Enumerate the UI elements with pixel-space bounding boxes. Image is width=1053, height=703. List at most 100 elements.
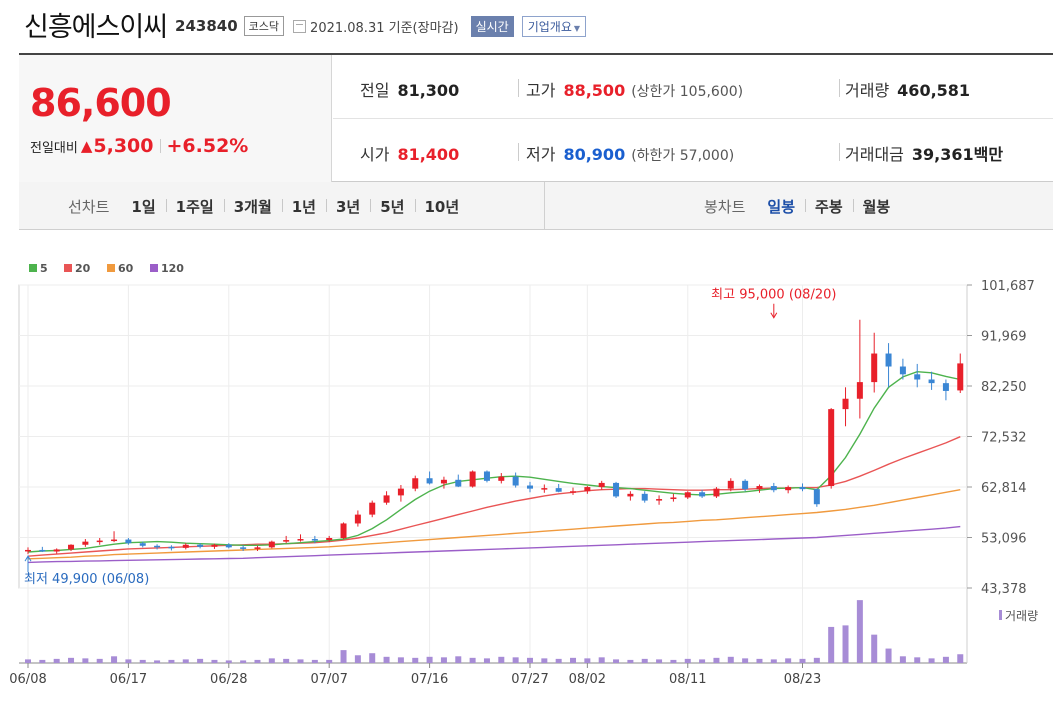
- x-tick-label: 08/11: [669, 672, 706, 687]
- volume-bar: [656, 659, 663, 663]
- company-overview-dropdown[interactable]: 기업개요 ▼: [521, 15, 587, 37]
- prev-close: 전일 81,300: [360, 81, 460, 100]
- tab-1year[interactable]: 1년: [281, 196, 326, 217]
- trade-amount: 거래대금 39,361 백만: [845, 145, 1004, 164]
- candle-body: [885, 353, 892, 367]
- candle-body: [268, 541, 275, 548]
- tab-3year[interactable]: 3년: [326, 196, 370, 217]
- market-badge: 코스닥: [243, 16, 285, 36]
- candle: [727, 478, 734, 492]
- candle: [254, 545, 261, 551]
- candle: [584, 486, 591, 494]
- change-label: 전일대비: [30, 140, 78, 156]
- volume-bar: [512, 657, 519, 663]
- change-value: 5,300: [93, 135, 154, 157]
- candle: [154, 544, 161, 550]
- volume-bar: [914, 657, 921, 663]
- stock-header: 신흥에스이씨 243840 코스닥 2021.08.31 기준(장마감) 실시간…: [24, 6, 587, 43]
- ma5-line: [27, 370, 961, 553]
- candle: [799, 483, 806, 492]
- volume-bar: [756, 658, 763, 663]
- volume-bar: [613, 659, 620, 663]
- candle-body: [727, 480, 734, 489]
- candle-body: [440, 479, 447, 484]
- candle-body: [397, 488, 404, 496]
- ma60-line: [27, 489, 961, 560]
- candle-body: [369, 502, 376, 515]
- candle: [211, 543, 218, 549]
- candle: [842, 387, 849, 427]
- stock-code: 243840: [175, 17, 238, 35]
- tab-10year[interactable]: 10년: [414, 196, 470, 217]
- volume-bar: [383, 656, 390, 663]
- candle: [369, 500, 376, 518]
- candle-body: [813, 489, 820, 505]
- low-price: 저가 80,900 (하한가 57,000): [526, 145, 735, 164]
- candle: [899, 358, 906, 380]
- volume-bar: [483, 658, 490, 663]
- tab-3month[interactable]: 3개월: [223, 196, 282, 217]
- candle: [469, 470, 476, 488]
- candle-body: [526, 485, 533, 489]
- volume-bar: [168, 659, 175, 663]
- candle-body: [670, 497, 677, 500]
- candle-body: [125, 539, 132, 544]
- volume-bar: [68, 657, 75, 663]
- tab-weekly[interactable]: 주봉: [805, 196, 853, 217]
- candle: [96, 537, 103, 545]
- volume-legend-label: 거래량: [1005, 609, 1038, 623]
- candle-body: [942, 383, 949, 391]
- volume-bar: [326, 659, 333, 663]
- x-tick-label: 07/07: [310, 672, 347, 687]
- up-arrow-icon: ▲: [80, 137, 93, 155]
- candle: [742, 479, 749, 492]
- candle-body: [111, 539, 118, 542]
- volume-bar: [39, 659, 46, 663]
- candle-body: [25, 549, 31, 552]
- candle-body: [842, 398, 849, 410]
- legend-swatch: [29, 264, 37, 272]
- change-percent: +6.52%: [166, 135, 249, 157]
- volume-bar: [942, 656, 949, 663]
- volume-bar: [397, 657, 404, 663]
- volume-bar: [627, 659, 634, 663]
- x-tick-label: 06/08: [9, 672, 46, 687]
- quote-date: 2021.08.31 기준(장마감): [310, 20, 459, 36]
- candle-body: [225, 544, 232, 548]
- candle: [699, 489, 706, 498]
- tab-1day[interactable]: 1일: [131, 198, 156, 216]
- candle-body: [455, 479, 462, 487]
- volume-bar: [139, 659, 146, 663]
- candle: [942, 379, 949, 401]
- volume-bar: [828, 626, 835, 663]
- open-price: 시가 81,400: [360, 145, 460, 164]
- tab-daily[interactable]: 일봉: [767, 198, 796, 216]
- y-tick-label: 43,378: [981, 582, 1027, 597]
- volume-bar: [871, 634, 878, 663]
- candle: [168, 545, 175, 551]
- candle: [928, 371, 935, 390]
- realtime-button[interactable]: 실시간: [470, 15, 514, 37]
- candle: [541, 484, 548, 493]
- tab-monthly[interactable]: 월봉: [852, 196, 901, 217]
- volume-bar: [957, 654, 964, 663]
- tab-5year[interactable]: 5년: [370, 196, 414, 217]
- chevron-down-icon: ▼: [573, 23, 581, 33]
- x-tick-label: 08/02: [569, 672, 606, 687]
- current-price: 86,600: [30, 81, 172, 125]
- candle: [713, 487, 720, 498]
- legend-label: 5: [40, 262, 48, 275]
- volume-bar: [125, 659, 132, 663]
- tab-1week[interactable]: 1주일: [165, 196, 224, 217]
- candle-body: [197, 544, 204, 547]
- candle-body: [498, 476, 505, 481]
- price-change: 전일대비 ▲ 5,300 +6.52%: [30, 135, 248, 157]
- volume-bar: [713, 657, 720, 663]
- high-price: 고가 88,500 (상한가 105,600): [526, 81, 744, 100]
- candle: [326, 535, 333, 543]
- quote-details: 전일 81,300 고가 88,500 (상한가 105,600) 거래량 460,58…: [333, 55, 1053, 182]
- candle-body: [641, 493, 648, 501]
- candle: [871, 332, 878, 393]
- candle-body: [856, 382, 863, 399]
- candle-body: [713, 488, 720, 497]
